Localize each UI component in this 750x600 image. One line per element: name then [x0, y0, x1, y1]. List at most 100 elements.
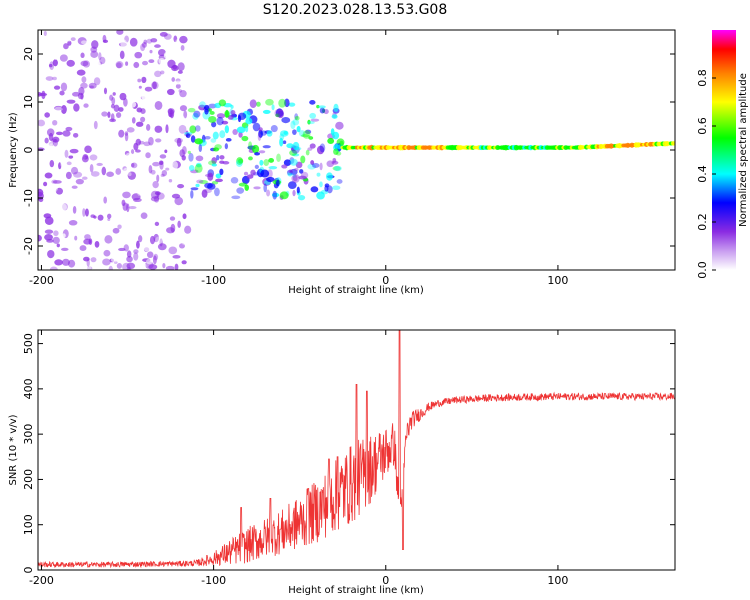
- heatmap-cell: [163, 51, 173, 60]
- heatmap-cell: [305, 149, 310, 156]
- heatmap-cell: [85, 192, 89, 200]
- y-tick-label: 400: [22, 378, 35, 399]
- heatmap-cell: [219, 168, 224, 176]
- heatmap-cell: [307, 121, 315, 125]
- heatmap-cell: [101, 240, 105, 247]
- heatmap-cell: [79, 245, 87, 252]
- heatmap-cell: [154, 125, 163, 133]
- spectrogram-x-label: Height of straight line (km): [288, 285, 424, 296]
- heatmap-cell: [310, 186, 319, 193]
- heatmap-cell: [38, 92, 42, 97]
- heatmap-cell: [66, 152, 75, 156]
- heatmap-cell: [104, 124, 112, 131]
- heatmap-cell: [112, 92, 116, 96]
- heatmap-cell: [61, 247, 69, 252]
- heatmap-cell: [143, 30, 151, 38]
- heatmap-cell: [331, 160, 339, 165]
- heatmap-cell: [333, 165, 342, 172]
- heatmap-cell: [268, 158, 275, 163]
- heatmap-cell: [63, 43, 69, 50]
- heatmap-cell: [152, 180, 159, 189]
- heatmap-cell: [38, 234, 42, 242]
- heatmap-cell: [70, 166, 79, 175]
- heatmap-cell: [118, 247, 126, 252]
- x-tick-label: 100: [547, 574, 568, 587]
- heatmap-cell: [73, 171, 83, 178]
- heatmap-cell: [204, 188, 212, 194]
- heatmap-cell: [148, 264, 158, 270]
- heatmap-cell: [307, 163, 317, 170]
- colorbar-tick-label: 0.0: [696, 261, 709, 279]
- heatmap-cell: [159, 226, 166, 236]
- heatmap-cell: [85, 119, 91, 127]
- heatmap-cell: [298, 130, 306, 137]
- heatmap-cell: [301, 134, 310, 138]
- heatmap-cell: [74, 235, 78, 241]
- heatmap-cell: [90, 257, 97, 263]
- heatmap-cell: [53, 230, 59, 237]
- heatmap-cell: [190, 190, 194, 199]
- spectrogram-x-ticks: -200 -100 0 100: [29, 30, 568, 287]
- x-tick-label: -200: [29, 574, 54, 587]
- heatmap-cell: [60, 82, 68, 92]
- heatmap-cell: [208, 116, 217, 123]
- heatmap-cell: [126, 127, 135, 133]
- heatmap-cell: [288, 102, 296, 107]
- heatmap-cell: [43, 30, 47, 37]
- heatmap-cell: [292, 174, 298, 182]
- heatmap-cell: [72, 206, 77, 214]
- snr-series-line: [38, 330, 675, 569]
- heatmap-cell: [156, 79, 163, 88]
- heatmap-cell: [45, 76, 54, 81]
- heatmap-cell: [271, 104, 275, 111]
- heatmap-cell: [77, 92, 84, 100]
- x-tick-label: -100: [201, 274, 226, 287]
- heatmap-cell: [104, 235, 113, 244]
- heatmap-cell: [141, 42, 147, 48]
- heatmap-cell: [236, 126, 246, 134]
- heatmap-cell: [156, 174, 160, 183]
- heatmap-cell: [169, 216, 176, 221]
- heatmap-cell: [67, 40, 72, 46]
- heatmap-cell: [155, 236, 163, 245]
- heatmap-cell: [96, 162, 103, 167]
- y-tick-label: 200: [22, 469, 35, 490]
- heatmap-cell: [251, 144, 260, 154]
- heatmap-cell: [84, 234, 91, 240]
- heatmap-cell: [194, 138, 203, 145]
- snr-y-label: SNR (10 * v/v): [8, 414, 19, 485]
- heatmap-cell: [161, 211, 168, 220]
- heatmap-cell: [94, 240, 100, 248]
- heatmap-cell: [307, 119, 311, 125]
- heatmap-cell: [252, 122, 261, 132]
- heatmap-cell: [38, 143, 42, 147]
- heatmap-cell: [167, 202, 174, 208]
- heatmap-cell: [230, 104, 234, 109]
- heatmap-cell: [177, 70, 183, 74]
- heatmap-cell: [157, 48, 166, 57]
- heatmap-cell: [52, 76, 57, 81]
- heatmap-cell: [61, 233, 66, 238]
- heatmap-cell: [118, 129, 125, 138]
- heatmap-cell: [219, 155, 225, 160]
- heatmap-cell: [253, 186, 261, 190]
- heatmap-cell: [131, 162, 138, 169]
- x-tick-label: 0: [382, 274, 389, 287]
- heatmap-cell: [284, 98, 290, 108]
- heatmap-cell: [142, 229, 146, 235]
- heatmap-cell: [271, 192, 280, 198]
- heatmap-cell: [75, 178, 84, 185]
- heatmap-cell: [47, 139, 53, 148]
- heatmap-cell: [116, 263, 123, 269]
- heatmap-cell: [129, 37, 138, 47]
- spectrogram-y-ticks: -20 -10 0 10 20: [22, 47, 675, 255]
- heatmap-cell: [65, 126, 73, 132]
- heatmap-cell: [225, 137, 232, 142]
- heatmap-cell: [107, 111, 111, 118]
- heatmap-cell: [298, 175, 307, 180]
- heatmap-cell: [278, 98, 287, 108]
- heatmap-cell: [230, 176, 239, 184]
- heatmap-cell: [164, 218, 168, 225]
- heatmap-cell: [102, 258, 111, 266]
- heatmap-cell: [44, 87, 50, 92]
